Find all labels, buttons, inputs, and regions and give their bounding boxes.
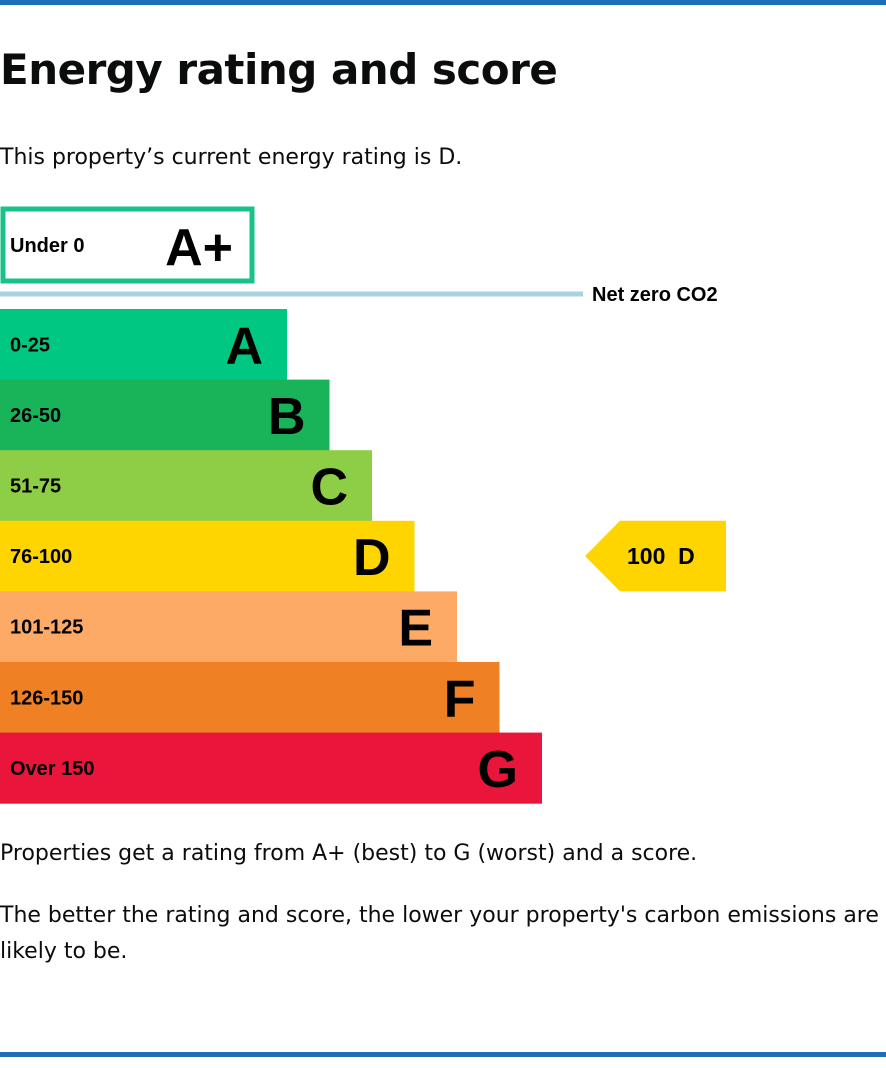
band-f-letter: F [444,670,476,728]
current-rating-arrow [585,520,726,592]
band-a-letter: A [225,317,263,375]
band-d-range: 76-100 [10,546,72,568]
band-c-range: 51-75 [10,476,61,498]
band-e-bar [0,591,457,663]
band-g-bar [0,732,542,804]
band-a-range: 0-25 [10,334,50,356]
energy-rating-chart: Under 0 A+ 0-25 A 26-50 B 51-75 C 76-100 D 101-125… [0,206,726,804]
band-a-bar [0,309,287,381]
band-f-range: 126-150 [10,687,83,709]
band-e-letter: E [398,600,433,658]
bottom-rule [0,1052,886,1057]
top-rule [0,0,886,5]
rating-scale-note: Properties get a rating from A+ (best) t… [0,841,698,866]
band-g-letter: G [478,741,518,799]
current-rating-text: This property’s current energy rating is… [0,145,463,170]
band-d-letter: D [353,529,391,587]
band-a-plus-range: Under 0 [10,235,84,257]
emissions-note: The better the rating and score, the low… [0,903,879,964]
net-zero-label: Net zero CO2 [592,284,718,306]
band-g-range: Over 150 [10,758,95,780]
current-rating-label: 100 D [627,543,695,569]
band-c-bar [0,450,372,522]
band-b-range: 26-50 [10,405,61,427]
band-e-range: 101-125 [10,617,83,639]
band-b-bar [0,379,330,451]
page-title: Energy rating and score [0,45,558,94]
band-d-bar [0,520,415,592]
band-a-plus-letter: A+ [165,219,233,277]
band-f-bar [0,662,500,734]
band-b-letter: B [268,388,306,446]
band-a-plus-box [0,206,255,284]
band-c-letter: C [310,459,348,517]
